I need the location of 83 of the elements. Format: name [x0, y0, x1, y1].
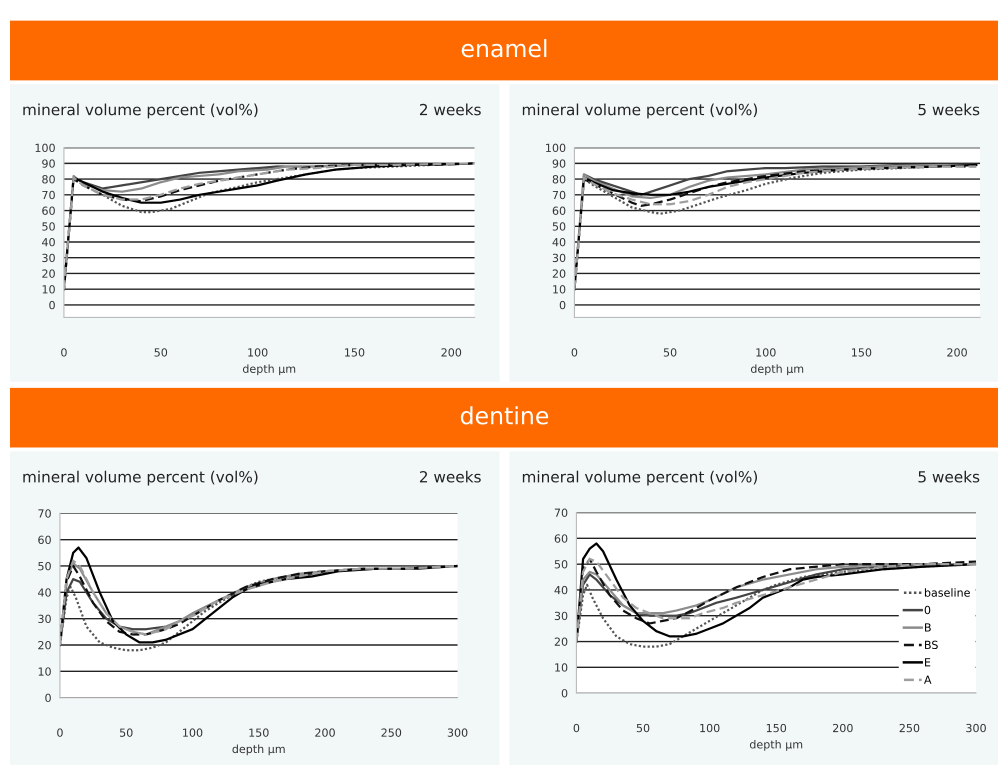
y-tick-label: 90 — [42, 159, 55, 168]
y-tick-label: 30 — [42, 254, 55, 262]
x-tick-label: 250 — [900, 724, 920, 732]
text: enamel — [462, 39, 546, 58]
y-tick-label: 100 — [36, 144, 55, 152]
x-axis-title: depth μm — [750, 740, 802, 751]
y-tick-label: 50 — [554, 560, 568, 569]
legend-label: B — [925, 623, 931, 632]
y-tick-label: 40 — [38, 588, 51, 597]
y-tick-label: 0 — [49, 300, 55, 310]
x-tick-label: 50 — [154, 348, 168, 357]
x-tick-label: 50 — [120, 728, 133, 737]
chart-subtitle: 2 weeks — [420, 470, 481, 483]
y-tick-label: 0 — [560, 300, 566, 310]
y-tick-label: 70 — [42, 190, 55, 200]
chart-title: mineral volume percent (vol%) — [23, 470, 258, 486]
y-tick-label: 0 — [562, 689, 568, 698]
x-tick-label: 250 — [381, 728, 402, 737]
y-tick-label: 70 — [554, 508, 568, 517]
y-tick-label: 70 — [552, 190, 566, 200]
chart-title: mineral volume percent (vol%) — [522, 104, 758, 118]
y-tick-label: 40 — [554, 586, 568, 594]
y-tick-label: 50 — [42, 222, 55, 231]
y-tick-label: 60 — [554, 534, 568, 543]
legend-label: E — [925, 658, 930, 666]
y-tick-label: 20 — [42, 269, 55, 278]
y-tick-label: 10 — [553, 285, 566, 294]
legend-label: BS — [925, 640, 938, 650]
legend-label: 0 — [924, 606, 930, 614]
x-tick-label: 100 — [183, 728, 202, 737]
x-tick-label: 200 — [947, 348, 967, 357]
text: dentine — [460, 406, 548, 425]
y-tick-label: 0 — [45, 694, 51, 702]
y-tick-label: 10 — [555, 663, 568, 672]
chart-title: mineral volume percent (vol%) — [23, 104, 258, 118]
x-tick-label: 0 — [61, 348, 67, 357]
y-tick-label: 70 — [38, 509, 51, 518]
x-tick-label: 0 — [574, 724, 580, 732]
y-tick-label: 40 — [42, 238, 55, 246]
y-tick-label: 30 — [554, 612, 568, 620]
x-tick-label: 200 — [441, 348, 462, 357]
y-tick-label: 100 — [546, 144, 566, 152]
y-tick-label: 60 — [552, 206, 566, 215]
y-tick-label: 30 — [552, 254, 566, 262]
y-tick-label: 10 — [42, 285, 55, 294]
y-tick-label: 20 — [38, 640, 51, 650]
y-tick-label: 80 — [552, 175, 566, 184]
y-tick-label: 50 — [552, 222, 566, 231]
legend-label: A — [924, 676, 932, 684]
x-tick-label: 200 — [315, 728, 335, 737]
x-axis-title: depth μm — [232, 744, 285, 756]
y-tick-label: 80 — [42, 175, 55, 184]
x-axis-title: depth μm — [242, 364, 296, 376]
x-axis-title: depth μm — [750, 364, 804, 376]
chart-subtitle: 5 weeks — [918, 104, 980, 116]
y-tick-label: 40 — [552, 238, 566, 246]
y-tick-label: 10 — [38, 667, 51, 676]
x-tick-label: 50 — [664, 348, 676, 357]
chart-subtitle: 5 weeks — [918, 470, 980, 483]
x-tick-label: 300 — [966, 724, 986, 732]
y-tick-label: 60 — [42, 206, 55, 215]
x-tick-label: 100 — [248, 348, 268, 357]
y-tick-label: 50 — [38, 562, 51, 570]
y-tick-label: 90 — [552, 159, 566, 168]
x-tick-label: 300 — [448, 728, 468, 737]
y-tick-label: 60 — [38, 536, 51, 544]
x-tick-label: 200 — [833, 724, 853, 732]
x-tick-label: 150 — [852, 348, 872, 357]
legend-label: baseline — [924, 588, 970, 597]
chart-title: mineral volume percent (vol%) — [522, 470, 758, 486]
x-tick-label: 50 — [636, 724, 650, 732]
line-series — [64, 162, 475, 290]
x-tick-label: 0 — [572, 348, 578, 357]
y-tick-label: 30 — [38, 614, 51, 624]
x-tick-label: 100 — [700, 724, 720, 732]
x-tick-label: 150 — [249, 728, 269, 737]
x-tick-label: 0 — [57, 728, 63, 737]
x-tick-label: 150 — [766, 724, 786, 732]
x-tick-label: 100 — [756, 348, 776, 357]
chart-subtitle: 2 weeks — [420, 104, 481, 116]
y-tick-label: 20 — [552, 269, 566, 278]
y-tick-label: 20 — [554, 637, 568, 646]
x-tick-label: 150 — [345, 348, 364, 357]
